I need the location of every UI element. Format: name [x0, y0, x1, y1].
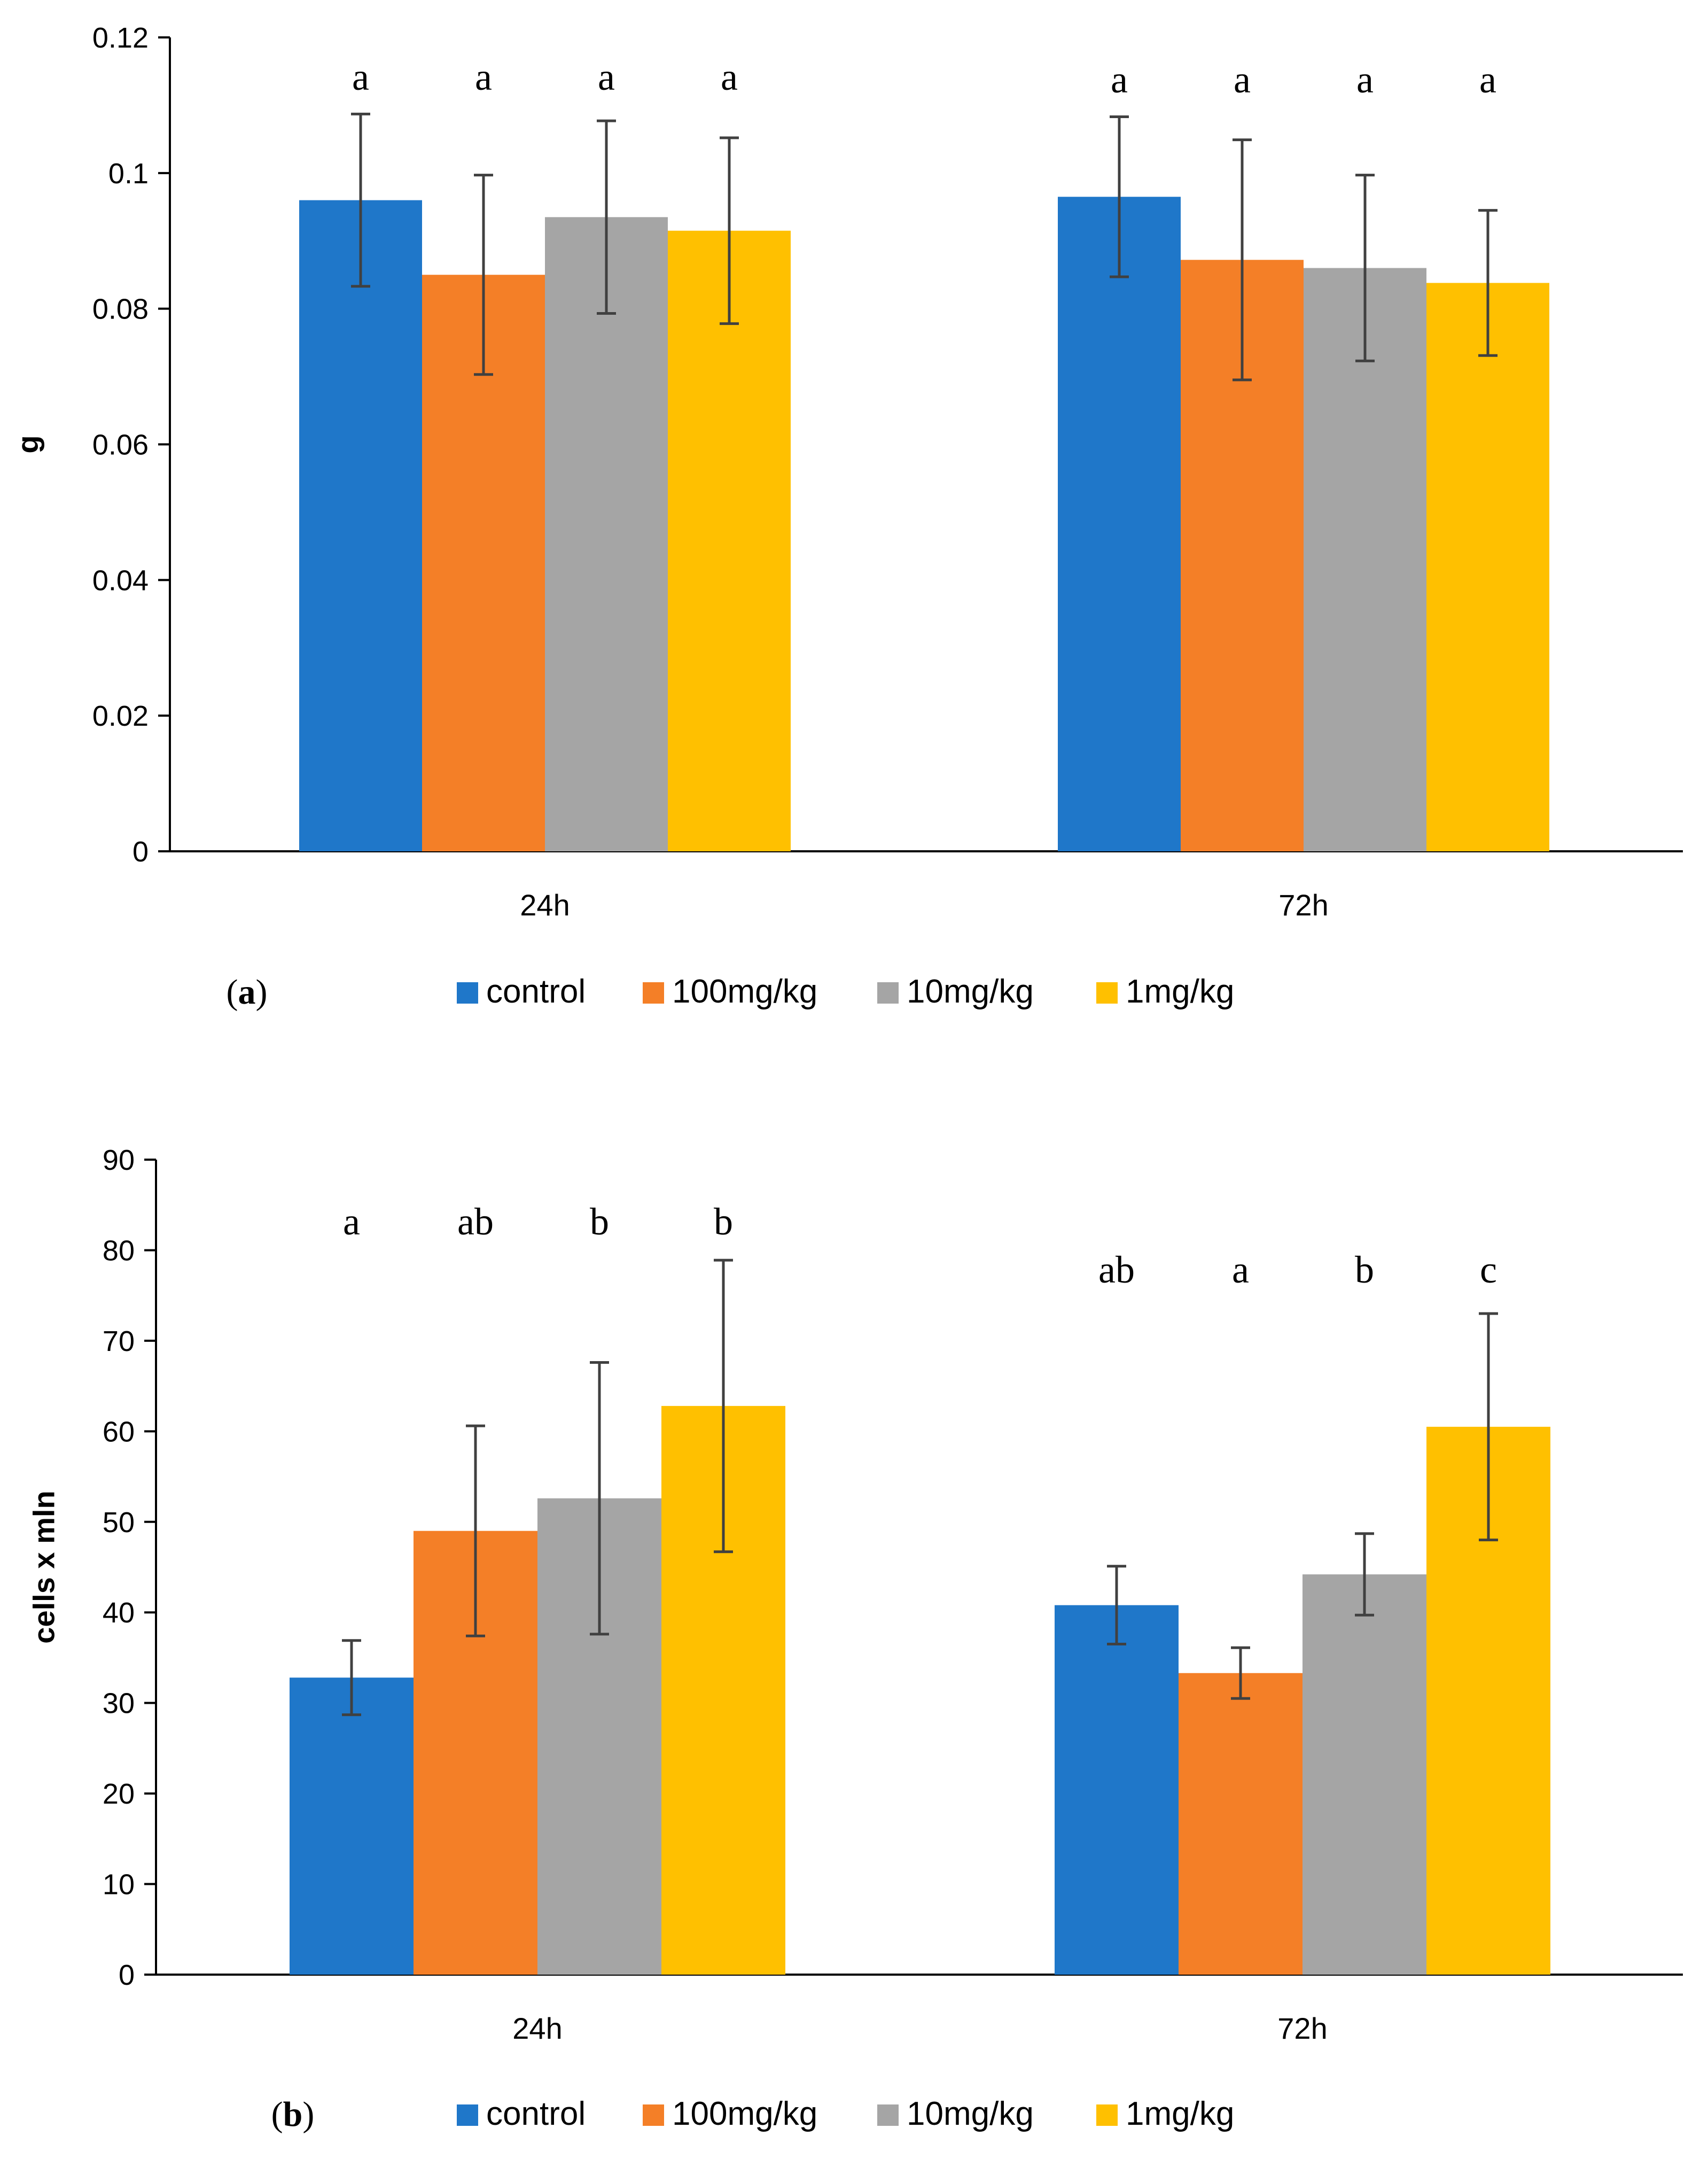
- legend-swatch: [877, 2104, 899, 2126]
- y-tick-label: 10: [103, 1869, 135, 1901]
- legend-label: 100mg/kg: [672, 2095, 817, 2132]
- y-tick-label: 90: [103, 1144, 135, 1176]
- significance-letter: a: [1479, 58, 1496, 101]
- y-tick-label: 0.04: [92, 564, 149, 596]
- y-tick-label: 0: [132, 836, 149, 868]
- y-tick-label: 20: [103, 1778, 135, 1810]
- significance-letter: c: [1480, 1248, 1497, 1291]
- legend-swatch: [1096, 2104, 1118, 2126]
- panel-a-chart: 0 0.02 0.04 0.06 0.08 0.1 0.12 g a a a a 24h a a a a 72h (…: [11, 22, 1683, 1012]
- significance-letter: a: [1111, 58, 1128, 101]
- y-axis-title: cells x mln: [27, 1490, 61, 1643]
- y-tick-label: 60: [103, 1416, 135, 1448]
- significance-letter: ab: [1098, 1248, 1135, 1291]
- legend-label: 1mg/kg: [1126, 2095, 1234, 2132]
- legend-swatch: [643, 982, 664, 1004]
- x-category-label: 24h: [520, 888, 570, 922]
- significance-letter: a: [1232, 1248, 1249, 1291]
- bar-10mg-kg-24h: [545, 217, 668, 852]
- legend: control 100mg/kg 10mg/kg 1mg/kg: [457, 973, 1234, 1010]
- legend-swatch: [877, 982, 899, 1004]
- y-axis-title: g: [11, 435, 45, 453]
- bar-10mg-kg-72h: [1303, 1574, 1426, 1975]
- significance-letter: a: [1234, 58, 1251, 101]
- y-tick-label: 0.1: [108, 158, 149, 190]
- significance-letter: ab: [457, 1200, 494, 1243]
- bar-1mg-kg-72h: [1426, 283, 1549, 851]
- legend-swatch: [457, 982, 478, 1004]
- significance-letter: a: [1356, 58, 1374, 101]
- y-tick-label: 0: [119, 1959, 135, 1991]
- y-tick-label: 0.02: [92, 700, 149, 732]
- significance-letter: b: [590, 1200, 609, 1243]
- significance-letter: a: [352, 56, 369, 98]
- x-category-label: 72h: [1278, 888, 1328, 922]
- legend-label: control: [486, 2095, 586, 2132]
- legend-label: 10mg/kg: [907, 973, 1034, 1010]
- y-tick-label: 0.06: [92, 429, 149, 461]
- y-tick-label: 0.12: [92, 22, 149, 54]
- significance-letter: b: [714, 1200, 733, 1243]
- bar-control-24h: [299, 200, 422, 852]
- significance-letter: a: [343, 1200, 360, 1243]
- y-tick-label: 30: [103, 1688, 135, 1720]
- x-category-label: 24h: [512, 2011, 562, 2045]
- legend-label: 10mg/kg: [907, 2095, 1034, 2132]
- y-tick-label: 0.08: [92, 293, 149, 325]
- legend-swatch: [457, 2104, 478, 2126]
- legend: control 100mg/kg 10mg/kg 1mg/kg: [457, 2095, 1234, 2132]
- bar-control-24h: [290, 1677, 414, 1975]
- panel-label: (a): [227, 973, 268, 1012]
- bar-10mg-kg-72h: [1304, 268, 1426, 852]
- panel-label: (b): [271, 2095, 315, 2134]
- legend-label: 100mg/kg: [672, 973, 817, 1010]
- legend-label: 1mg/kg: [1126, 973, 1234, 1010]
- legend-swatch: [643, 2104, 664, 2126]
- legend-label: control: [486, 973, 586, 1010]
- bar-control-72h: [1058, 197, 1181, 852]
- y-tick-label: 50: [103, 1506, 135, 1539]
- y-tick-label: 70: [103, 1325, 135, 1357]
- legend-swatch: [1096, 982, 1118, 1004]
- significance-letter: b: [1355, 1248, 1374, 1291]
- significance-letter: a: [598, 56, 615, 98]
- significance-letter: a: [475, 56, 492, 98]
- significance-letter: a: [721, 56, 738, 98]
- bar-1mg-kg-24h: [668, 230, 791, 851]
- y-tick-label: 40: [103, 1597, 135, 1629]
- bar-control-72h: [1055, 1605, 1179, 1975]
- y-tick-label: 80: [103, 1234, 135, 1267]
- bar-100mg-kg-72h: [1179, 1673, 1303, 1975]
- x-category-label: 72h: [1277, 2011, 1327, 2045]
